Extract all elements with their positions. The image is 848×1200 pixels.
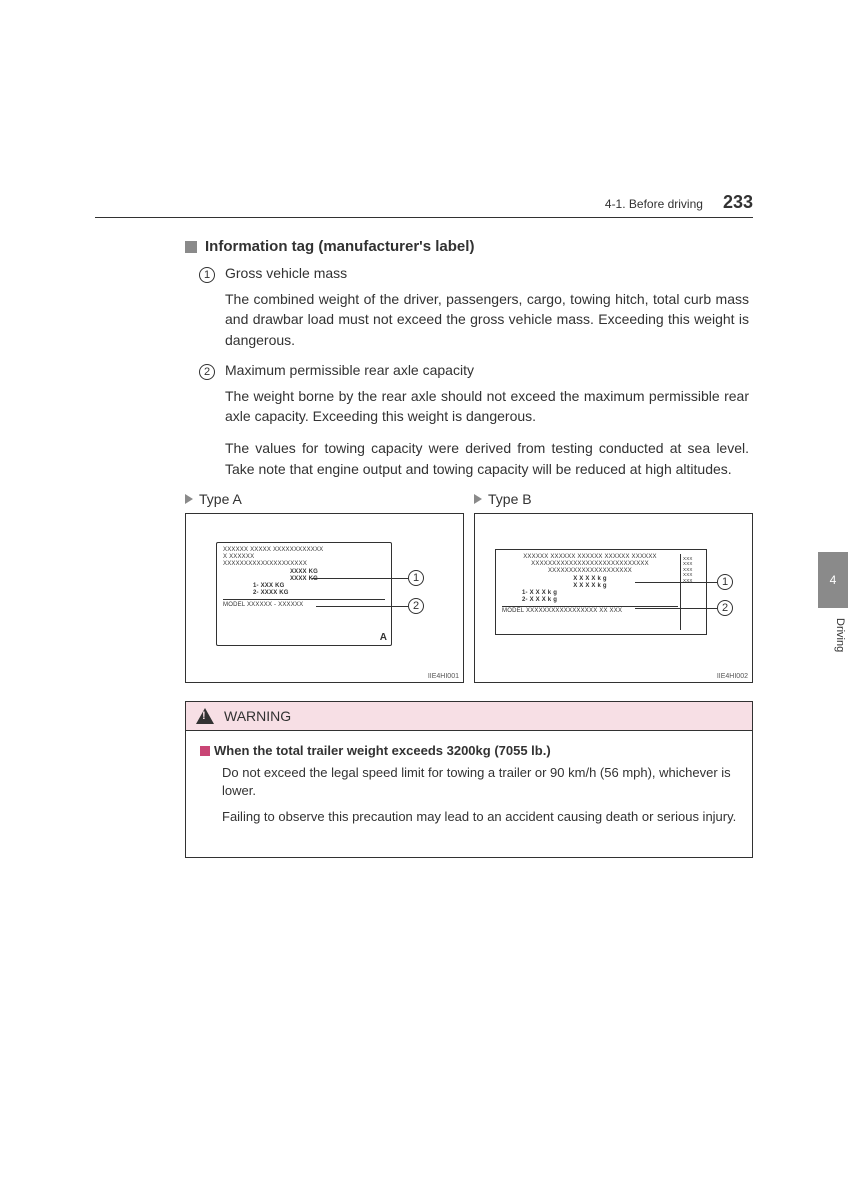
pointer-line: [635, 608, 717, 609]
tag-a-line: X XXXXXX: [223, 554, 385, 561]
warning-triangle-icon: [196, 708, 214, 724]
item-2-label: Maximum permissible rear axle capacity: [225, 362, 474, 380]
type-a-column: Type A XXXXXX XXXXX XXXXXXXXXXXX X XXXXX…: [185, 491, 464, 683]
type-a-tag: XXXXXX XXXXX XXXXXXXXXXXX X XXXXXX XXXXX…: [216, 542, 392, 646]
warning-header: WARNING: [186, 702, 752, 731]
warning-text-2: Failing to observe this precaution may l…: [200, 808, 738, 826]
tag-a-weight: XXXX KG: [223, 569, 385, 576]
chapter-tab: 4: [818, 552, 848, 608]
tag-b-line: XXXXXX XXXXXX XXXXXX XXXXXX XXXXXX: [502, 554, 678, 561]
page-number: 233: [723, 192, 753, 213]
breadcrumb: 4-1. Before driving: [605, 197, 703, 211]
item-1-body: The combined weight of the driver, passe…: [185, 289, 753, 350]
square-bullet-icon: [185, 241, 197, 253]
callout-2-icon: 2: [408, 598, 424, 614]
tag-a-corner: A: [380, 632, 387, 643]
page-header: 4-1. Before driving 233: [95, 192, 753, 218]
content-area: Information tag (manufacturer's label) 1…: [95, 238, 753, 858]
tag-a-weight: XXXX KG: [223, 576, 385, 583]
triangle-bullet-icon: [185, 494, 193, 504]
callout-1-icon: 1: [408, 570, 424, 586]
warning-header-label: WARNING: [224, 708, 291, 724]
warning-body: When the total trailer weight exceeds 32…: [186, 731, 752, 857]
label-types-row: Type A XXXXXX XXXXX XXXXXXXXXXXX X XXXXX…: [185, 491, 753, 683]
pointer-line: [635, 582, 717, 583]
pointer-line: [312, 578, 408, 579]
tag-b-line: XXXXXXXXXXXXXXXXXXXX: [502, 568, 678, 575]
item-2-body-2: The values for towing capacity were deri…: [185, 438, 753, 479]
item-2: 2 Maximum permissible rear axle capacity: [185, 362, 753, 380]
type-a-text: Type A: [199, 491, 242, 507]
chapter-tab-label: Driving: [834, 618, 846, 652]
circled-number-2-icon: 2: [199, 364, 215, 380]
tag-a-weight: 2- XXXX KG: [223, 590, 385, 597]
type-b-diagram: XXXXXX XXXXXX XXXXXX XXXXXX XXXXXX XXXXX…: [474, 513, 753, 683]
tag-a-line: XXXXXX XXXXX XXXXXXXXXXXX: [223, 547, 385, 554]
type-b-text: Type B: [488, 491, 532, 507]
image-id: IIE4HI001: [428, 673, 459, 680]
warning-box: WARNING When the total trailer weight ex…: [185, 701, 753, 858]
tag-b-sidebar: XXXXXXXXXXXXXXX: [680, 554, 704, 630]
item-2-body-1: The weight borne by the rear axle should…: [185, 386, 753, 427]
section-title: Information tag (manufacturer's label): [205, 238, 474, 255]
image-id: IIE4HI002: [717, 673, 748, 680]
warning-title: When the total trailer weight exceeds 32…: [214, 743, 551, 758]
tag-a-weight: 1- XXX KG: [223, 583, 385, 590]
tag-b-weight: X X X X k g: [502, 583, 678, 590]
page-container: 4-1. Before driving 233 Information tag …: [95, 192, 753, 858]
item-1-label: Gross vehicle mass: [225, 265, 347, 283]
tag-b-model: MODEL XXXXXXXXXXXXXXXXX XX XXX: [502, 608, 678, 615]
callout-1-icon: 1: [717, 574, 733, 590]
pink-square-bullet-icon: [200, 746, 210, 756]
section-title-row: Information tag (manufacturer's label): [185, 238, 753, 255]
circled-number-1-icon: 1: [199, 267, 215, 283]
type-a-label: Type A: [185, 491, 464, 507]
item-1: 1 Gross vehicle mass: [185, 265, 753, 283]
tag-b-line: XXXXXXXXXXXXXXXXXXXXXXXXXXXX: [502, 561, 678, 568]
callout-2-icon: 2: [717, 600, 733, 616]
type-b-column: Type B XXXXXX XXXXXX XXXXXX XXXXXX XXXXX…: [474, 491, 753, 683]
warning-text-1: Do not exceed the legal speed limit for …: [200, 764, 738, 800]
type-b-tag: XXXXXX XXXXXX XXXXXX XXXXXX XXXXXX XXXXX…: [495, 549, 707, 635]
tag-b-weight: 1- X X X k g: [502, 590, 678, 597]
triangle-bullet-icon: [474, 494, 482, 504]
tag-a-line: XXXXXXXXXXXXXXXXXXXX: [223, 561, 385, 568]
tag-b-weight: 2- X X X k g: [502, 597, 678, 604]
type-b-label: Type B: [474, 491, 753, 507]
warning-title-row: When the total trailer weight exceeds 32…: [200, 743, 738, 758]
type-a-diagram: XXXXXX XXXXX XXXXXXXXXXXX X XXXXXX XXXXX…: [185, 513, 464, 683]
pointer-line: [316, 606, 408, 607]
